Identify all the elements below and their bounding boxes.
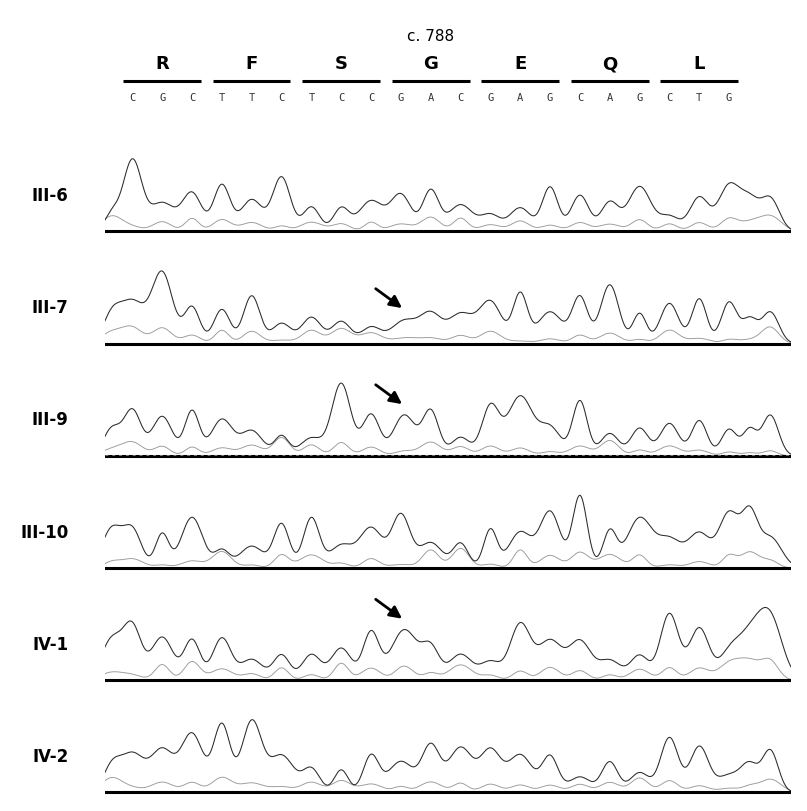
Text: E: E bbox=[514, 55, 526, 73]
Text: III-10: III-10 bbox=[20, 524, 69, 542]
Text: C: C bbox=[667, 93, 672, 103]
Text: G: G bbox=[726, 93, 732, 103]
Text: A: A bbox=[607, 93, 613, 103]
Text: T: T bbox=[308, 93, 315, 103]
Text: III-6: III-6 bbox=[31, 187, 69, 205]
Text: G: G bbox=[398, 93, 404, 103]
Text: A: A bbox=[517, 93, 524, 103]
Text: Q: Q bbox=[602, 55, 617, 73]
Text: L: L bbox=[693, 55, 705, 73]
Text: T: T bbox=[249, 93, 255, 103]
Text: G: G bbox=[547, 93, 554, 103]
Text: G: G bbox=[424, 55, 438, 73]
Text: C: C bbox=[278, 93, 285, 103]
Text: T: T bbox=[696, 93, 702, 103]
Text: F: F bbox=[245, 55, 257, 73]
Text: III-7: III-7 bbox=[31, 299, 69, 317]
Text: C: C bbox=[129, 93, 136, 103]
Text: IV-1: IV-1 bbox=[32, 636, 69, 654]
Text: C: C bbox=[368, 93, 374, 103]
Text: A: A bbox=[428, 93, 434, 103]
Text: III-9: III-9 bbox=[31, 411, 69, 429]
Text: C: C bbox=[189, 93, 195, 103]
Text: G: G bbox=[487, 93, 494, 103]
Text: C: C bbox=[338, 93, 345, 103]
Text: C: C bbox=[458, 93, 464, 103]
Text: c. 788: c. 788 bbox=[408, 29, 454, 45]
Text: C: C bbox=[577, 93, 583, 103]
Text: G: G bbox=[637, 93, 642, 103]
Text: G: G bbox=[159, 93, 165, 103]
Text: R: R bbox=[155, 55, 169, 73]
Text: IV-2: IV-2 bbox=[32, 748, 69, 766]
Text: S: S bbox=[335, 55, 348, 73]
Text: T: T bbox=[219, 93, 225, 103]
